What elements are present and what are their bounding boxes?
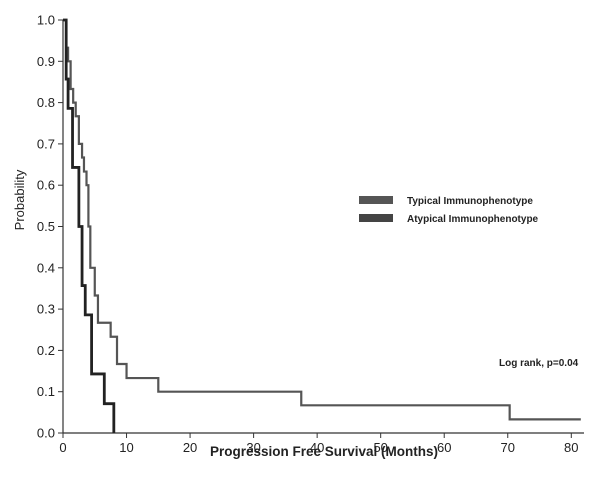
legend: Typical Immunophenotype Atypical Immunop… <box>359 196 539 225</box>
y-tick-label: 0.1 <box>37 384 55 399</box>
y-tick-label: 0.2 <box>37 343 55 358</box>
y-tick-label: 0.9 <box>37 54 55 69</box>
legend-label-atypical: Atypical Immunophenotype <box>407 214 539 225</box>
series-line-typical <box>63 18 581 421</box>
x-tick-label: 30 <box>246 440 260 455</box>
legend-label-typical: Typical Immunophenotype <box>407 196 533 207</box>
y-tick-label: 0.0 <box>37 426 55 441</box>
y-tick-label: 0.4 <box>37 260 55 275</box>
x-axis-title: Progression Free Survival (Months) <box>210 444 438 459</box>
x-tick-label: 60 <box>437 440 451 455</box>
y-tick-label: 1.0 <box>37 13 55 28</box>
x-tick-label: 50 <box>373 440 387 455</box>
axes <box>62 20 584 434</box>
y-tick-label: 0.3 <box>37 302 55 317</box>
x-tick-label: 40 <box>310 440 324 455</box>
log-rank-annotation: Log rank, p=0.04 <box>499 358 579 369</box>
series-group <box>63 18 581 433</box>
x-tick-label: 10 <box>119 440 133 455</box>
y-tick-label: 0.6 <box>37 178 55 193</box>
y-tick-label: 0.8 <box>37 95 55 110</box>
y-tick-label: 0.7 <box>37 136 55 151</box>
legend-swatch-typical <box>359 196 393 204</box>
x-ticks: 0 10 20 30 40 50 60 70 80 <box>59 433 579 455</box>
y-ticks: 0.0 0.1 0.2 0.3 0.4 0.5 0.6 0.7 0.8 0.9 1.0 <box>37 13 63 441</box>
series-line-atypical <box>63 18 116 433</box>
x-tick-label: 0 <box>59 440 66 455</box>
x-tick-label: 70 <box>501 440 515 455</box>
y-axis-title: Probability <box>12 169 27 230</box>
legend-swatch-atypical <box>359 214 393 222</box>
y-tick-label: 0.5 <box>37 219 55 234</box>
x-tick-label: 20 <box>183 440 197 455</box>
x-tick-label: 80 <box>564 440 578 455</box>
